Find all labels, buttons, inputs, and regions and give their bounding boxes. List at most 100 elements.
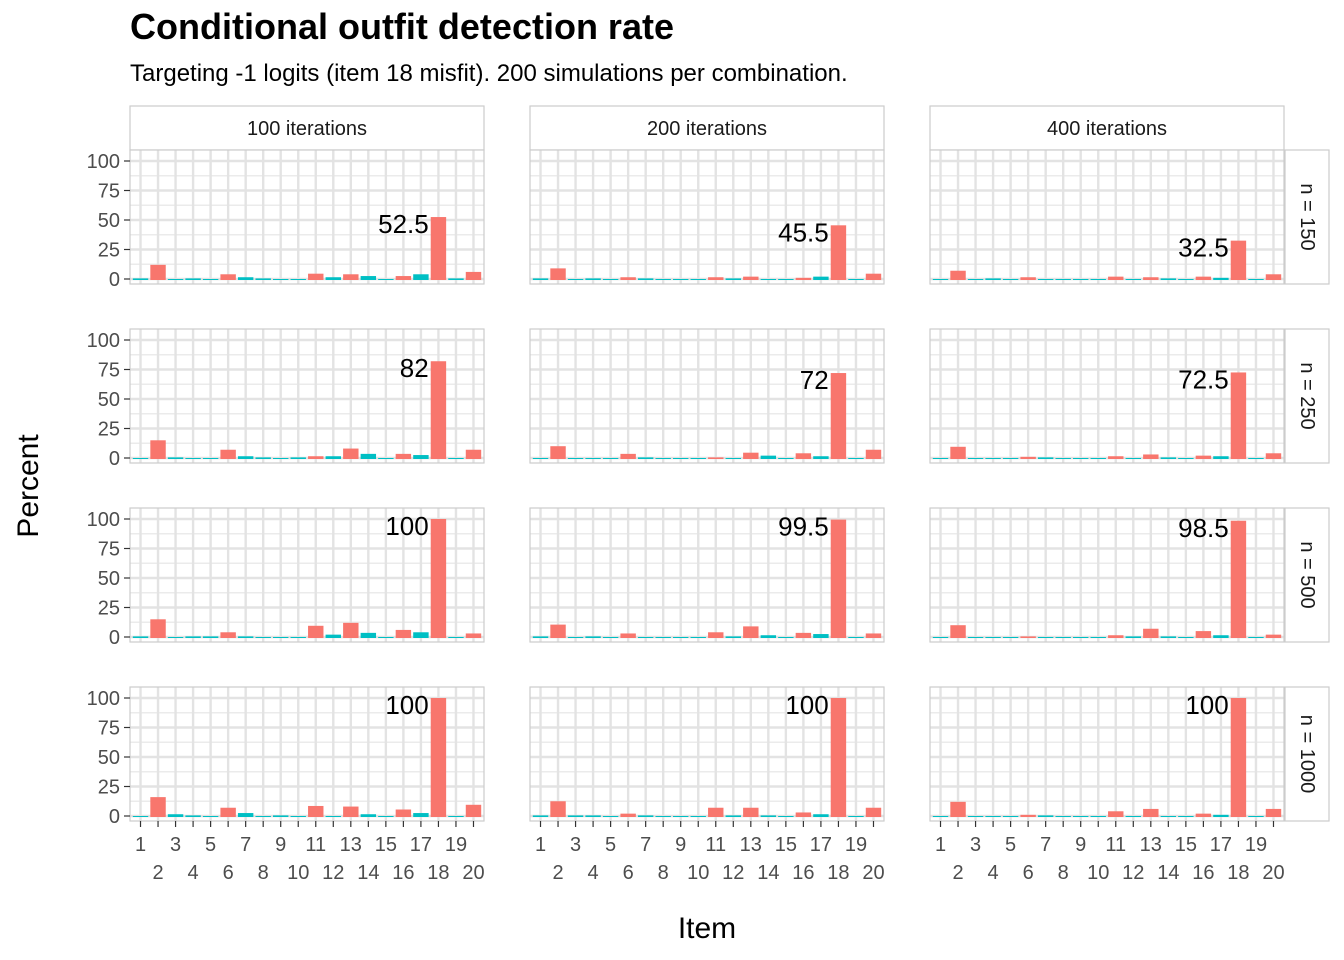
bar-item-8 [255, 816, 271, 817]
x-tick-label: 6 [623, 862, 634, 884]
bar-item-14 [360, 632, 377, 638]
bar-item-20 [465, 271, 482, 280]
bar-item-5 [202, 636, 219, 638]
bar-value-label: 45.5 [778, 217, 829, 247]
bar-item-8 [655, 458, 671, 459]
bar-item-8 [1055, 637, 1071, 638]
bar-item-5 [1002, 279, 1019, 280]
y-tick-label: 25 [98, 419, 120, 441]
bar-item-15 [378, 637, 394, 638]
x-tick-label: 6 [1023, 862, 1034, 884]
bar-item-3 [567, 637, 584, 638]
bar-item-20 [865, 449, 882, 459]
bar-item-2 [950, 270, 966, 280]
x-tick-label: 3 [170, 834, 181, 856]
bar-item-18 [430, 698, 447, 817]
panel-background [530, 150, 884, 284]
x-tick-label: 14 [1157, 862, 1179, 884]
bar-item-18 [430, 361, 447, 459]
bar-item-8 [255, 278, 271, 280]
x-tick-label: 7 [240, 834, 251, 856]
bar-item-7 [237, 456, 254, 459]
x-tick-label: 3 [570, 834, 581, 856]
x-tick-label: 14 [757, 862, 779, 884]
bar-item-5 [602, 458, 619, 459]
bar-item-16 [795, 453, 812, 459]
y-tick-label: 75 [98, 360, 120, 382]
facet-panel: 52.5 0 25 50 75 100 [87, 149, 485, 291]
x-tick-label: 5 [605, 834, 616, 856]
x-tick-label: 11 [705, 834, 726, 856]
x-tick-label: 15 [375, 834, 397, 856]
bar-item-13 [743, 452, 759, 459]
bar-item-12 [1125, 636, 1141, 638]
x-tick-label: 16 [792, 862, 814, 884]
facet-panel: 99.5 [529, 507, 885, 643]
x-tick-label: 2 [152, 862, 163, 884]
facet-panel: 72 [529, 328, 885, 464]
bar-item-16 [795, 632, 812, 638]
bar-item-15 [1178, 816, 1194, 817]
bar-item-16 [795, 812, 812, 817]
bar-item-15 [778, 279, 794, 280]
bar-value-label: 72.5 [1178, 364, 1229, 394]
bar-item-8 [655, 279, 671, 280]
panel-background [130, 329, 484, 463]
facet-row-label: n = 1000 [1296, 715, 1318, 793]
bar-item-2 [550, 801, 566, 817]
y-tick-label: 75 [98, 181, 120, 203]
x-tick-label: 16 [392, 862, 414, 884]
bar-item-1 [932, 458, 949, 459]
bar-item-6 [1020, 456, 1036, 459]
bar-item-19 [1248, 458, 1264, 459]
bar-item-13 [743, 626, 759, 638]
chart-subtitle: Targeting -1 logits (item 18 misfit). 20… [130, 60, 848, 87]
panel-border [929, 686, 1285, 822]
facet-row-strip: n = 1000 [1284, 686, 1330, 822]
bar-item-11 [708, 457, 724, 459]
bar-item-2 [150, 440, 166, 459]
x-tick-label: 20 [1262, 862, 1284, 884]
bar-item-13 [1143, 628, 1159, 638]
panel-background [530, 508, 884, 642]
x-tick-label: 11 [1105, 834, 1126, 856]
bar-item-12 [725, 815, 741, 817]
x-tick-label: 18 [1227, 862, 1249, 884]
bar-item-15 [1178, 279, 1194, 280]
x-tick-label: 10 [1087, 862, 1109, 884]
bar-item-7 [1037, 637, 1054, 638]
bar-item-14 [1160, 636, 1177, 638]
bar-item-18 [430, 217, 447, 280]
bar-item-1 [932, 637, 949, 638]
y-tick-label: 100 [87, 151, 120, 173]
bar-item-11 [708, 277, 724, 280]
bar-item-8 [655, 637, 671, 638]
facet-row-strip: n = 500 [1284, 507, 1330, 643]
x-tick-label: 13 [740, 834, 762, 856]
bar-item-19 [448, 458, 464, 459]
panel-border [529, 328, 885, 464]
bar-value-label: 99.5 [778, 512, 829, 542]
strip-background [1284, 328, 1330, 464]
bar-item-12 [1125, 279, 1141, 280]
bar-item-19 [448, 278, 464, 280]
bar-item-10 [1090, 816, 1106, 817]
bar-item-13 [343, 448, 359, 459]
panel-background [530, 687, 884, 821]
bar-item-14 [760, 279, 777, 280]
bar-item-6 [220, 807, 236, 817]
x-tick-label: 18 [827, 862, 849, 884]
bar-item-13 [743, 807, 759, 817]
bar-item-20 [865, 807, 882, 817]
bar-item-19 [848, 458, 864, 459]
x-tick-label: 13 [340, 834, 362, 856]
bar-item-16 [1195, 455, 1212, 459]
strip-background [1284, 149, 1330, 285]
bar-item-3 [567, 458, 584, 459]
bar-item-10 [690, 279, 706, 280]
bar-item-17 [813, 814, 829, 817]
bar-item-4 [185, 458, 201, 459]
facet-panel: 82 0 25 50 75 100 [87, 328, 485, 470]
x-tick-label: 16 [1192, 862, 1214, 884]
bar-item-10 [1090, 279, 1106, 280]
